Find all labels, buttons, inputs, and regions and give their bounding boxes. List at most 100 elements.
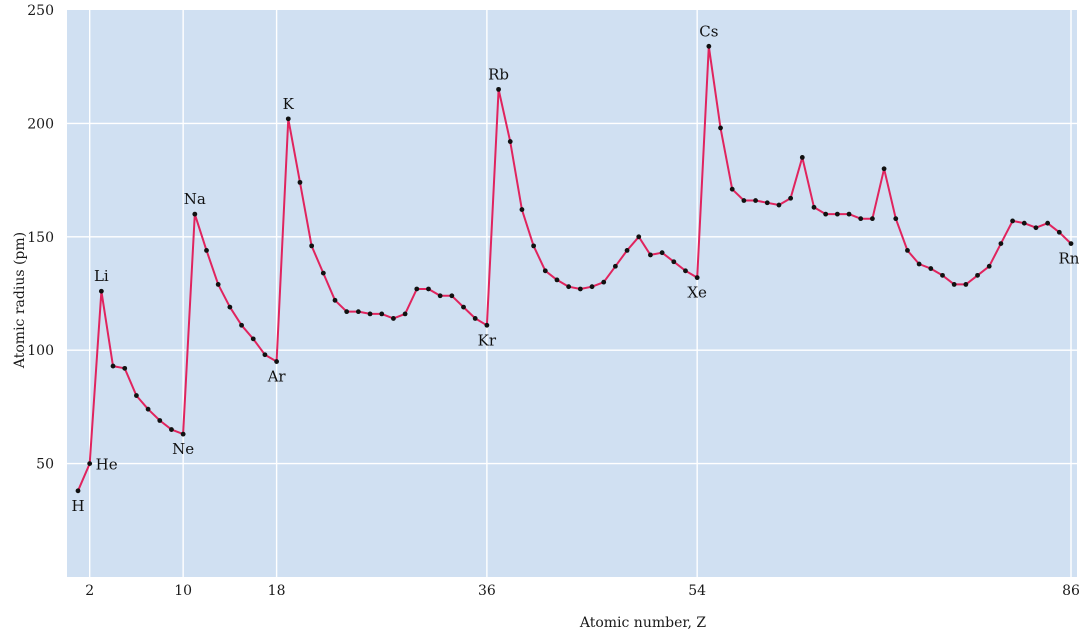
data-point — [192, 211, 198, 217]
data-point — [484, 322, 490, 328]
grid-lines — [67, 10, 1077, 577]
x-tick-label: 54 — [688, 583, 706, 599]
data-point — [718, 125, 723, 131]
data-point — [659, 250, 665, 256]
data-point — [636, 234, 642, 240]
data-point — [507, 139, 513, 144]
data-point — [928, 266, 934, 271]
data-point — [426, 286, 431, 292]
data-point — [951, 282, 957, 287]
data-point — [671, 259, 677, 265]
data-point — [519, 207, 525, 212]
data-point — [320, 270, 326, 276]
x-axis-label: Atomic number, Z — [579, 615, 707, 631]
y-tick-label: 100 — [27, 343, 54, 359]
data-point — [788, 195, 794, 201]
data-point — [834, 211, 840, 217]
data-point — [110, 363, 116, 369]
data-point — [729, 186, 735, 192]
data-point — [472, 316, 478, 321]
y-axis-label: Atomic radius (pm) — [12, 232, 28, 369]
data-point — [402, 311, 408, 317]
data-point — [379, 311, 385, 317]
data-point — [963, 282, 969, 287]
element-label: Xe — [687, 284, 707, 302]
data-point — [811, 204, 817, 210]
data-point — [1056, 229, 1062, 235]
data-points — [75, 43, 1074, 494]
data-point — [554, 277, 560, 283]
data-point — [122, 365, 128, 371]
data-point — [776, 202, 782, 208]
data-point — [893, 216, 899, 222]
data-point — [566, 284, 572, 290]
data-point — [239, 322, 244, 328]
data-point — [309, 243, 315, 249]
data-point — [157, 418, 163, 423]
tick-labels: 50 100 150 200 250 2 10 18 36 54 86 — [27, 3, 1080, 599]
data-point — [1068, 241, 1074, 247]
element-label: Li — [94, 267, 109, 285]
data-point — [180, 431, 186, 437]
data-point — [542, 268, 548, 274]
data-point — [391, 316, 396, 321]
data-series — [77, 45, 1072, 492]
element-label: Na — [184, 190, 206, 208]
data-point — [461, 304, 466, 310]
data-point — [1045, 220, 1051, 226]
element-label: H — [71, 497, 84, 515]
series-line — [77, 45, 1072, 492]
element-label: Ar — [267, 368, 287, 386]
data-point — [262, 352, 268, 358]
element-label: Kr — [478, 331, 497, 349]
x-tick-label: 36 — [478, 583, 496, 599]
data-point — [367, 311, 373, 317]
data-point — [1021, 220, 1027, 226]
x-tick-label: 2 — [85, 583, 94, 599]
x-tick-label: 10 — [174, 583, 192, 599]
data-point — [204, 248, 209, 253]
y-tick-label: 200 — [27, 116, 54, 132]
data-point — [905, 248, 910, 253]
data-point — [799, 155, 805, 160]
data-point — [332, 297, 338, 303]
element-label: He — [96, 456, 118, 474]
data-point — [285, 116, 291, 122]
data-point — [531, 243, 537, 249]
y-tick-label: 150 — [27, 230, 54, 246]
data-point — [881, 166, 887, 172]
data-point — [823, 211, 829, 217]
data-point — [975, 272, 980, 278]
data-point — [134, 393, 139, 398]
data-point — [986, 263, 992, 269]
data-point — [916, 261, 922, 267]
element-label: Rn — [1059, 250, 1080, 268]
data-point — [145, 406, 151, 412]
data-point — [683, 268, 688, 274]
element-labels: H He Li Ne Na Ar K Kr Rb Xe Cs Rn — [71, 22, 1079, 515]
data-point — [344, 309, 350, 315]
element-label: Rb — [488, 65, 509, 83]
data-point — [846, 211, 852, 217]
element-label: Ne — [172, 440, 194, 458]
data-point — [858, 216, 864, 222]
plot-area — [67, 10, 1077, 577]
data-point — [355, 309, 361, 315]
data-point — [227, 304, 233, 310]
data-point — [215, 282, 221, 287]
y-tick-label: 50 — [36, 457, 54, 473]
data-point — [297, 179, 303, 185]
data-point — [612, 263, 618, 269]
data-point — [87, 461, 93, 466]
data-point — [741, 198, 747, 203]
data-point — [648, 252, 653, 258]
x-tick-label: 86 — [1062, 583, 1080, 599]
data-point — [753, 198, 758, 203]
data-point — [414, 286, 420, 292]
element-label: Cs — [699, 22, 718, 40]
data-point — [940, 272, 945, 278]
data-point — [589, 284, 595, 290]
data-point — [1033, 225, 1039, 231]
x-tick-label: 18 — [268, 583, 286, 599]
